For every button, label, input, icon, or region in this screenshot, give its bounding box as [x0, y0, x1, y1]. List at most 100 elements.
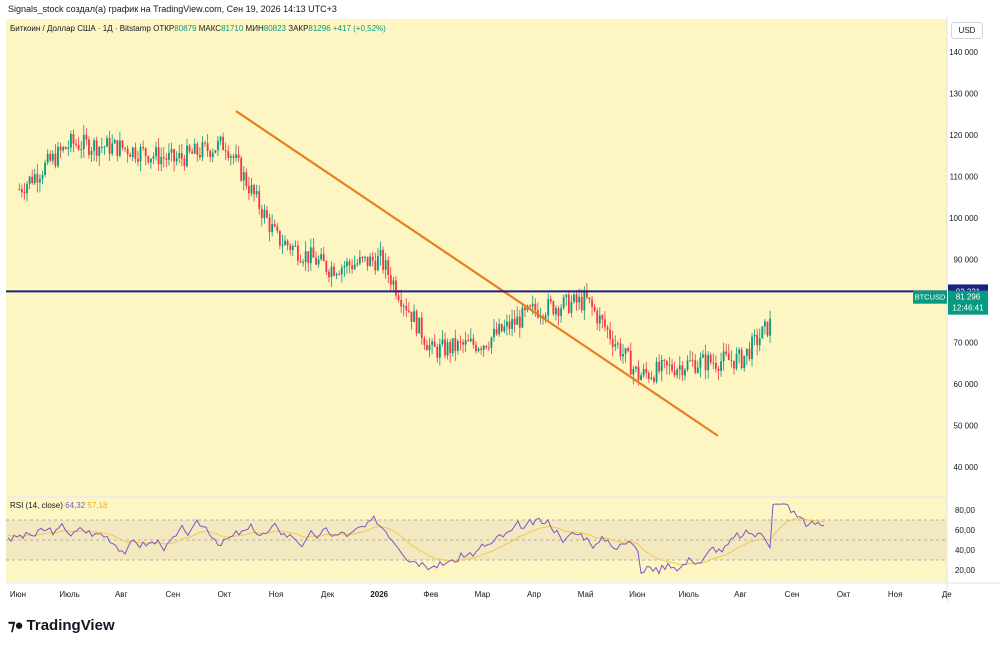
candle-body: [276, 226, 279, 231]
candle-body: [69, 133, 72, 148]
rsi-legend: RSI (14, close) 64,32 57,18: [10, 501, 107, 510]
candle-body: [51, 153, 54, 161]
chart-attribution: Signals_stock создал(а) график на Tradin…: [8, 4, 337, 14]
candle-body: [240, 158, 243, 181]
candle-body: [418, 317, 421, 334]
candle-body: [168, 152, 170, 160]
trendline[interactable]: [235, 110, 719, 437]
candle-body: [224, 150, 227, 152]
time-tick: Сен: [165, 590, 180, 599]
candle-body: [500, 324, 503, 332]
candle-body: [650, 377, 653, 379]
candle-body: [157, 147, 160, 165]
candle-body: [317, 259, 320, 265]
candle-body: [400, 300, 403, 307]
candle-body: [696, 367, 699, 373]
candle-body: [299, 260, 302, 263]
candle-body: [198, 154, 201, 158]
candle-body: [524, 307, 526, 311]
candle-body: [511, 319, 513, 329]
currency-button[interactable]: USD: [951, 22, 983, 39]
candle-body: [312, 247, 315, 258]
candle-body: [129, 154, 132, 157]
candle-body: [126, 148, 129, 155]
time-tick: Май: [578, 590, 594, 599]
candle-body: [152, 156, 155, 159]
candle-body: [712, 362, 715, 364]
candle-body: [689, 360, 691, 362]
countdown-tag: 12:46:41: [952, 304, 984, 313]
candle-body: [36, 174, 39, 183]
candle-body: [377, 255, 379, 271]
candle-body: [606, 327, 609, 330]
symbol-tag-bg: [913, 290, 947, 304]
candle-body: [204, 142, 206, 144]
candle-body: [353, 264, 356, 270]
price-tick: 60 000: [954, 380, 979, 389]
time-tick: Ноя: [888, 590, 903, 599]
candle-body: [333, 266, 335, 276]
candle-body: [407, 310, 410, 312]
candle-body: [725, 351, 728, 355]
candle-body: [245, 172, 248, 187]
candle-body: [108, 138, 111, 154]
candle-body: [106, 138, 108, 147]
candle-body: [516, 316, 519, 325]
candle-body: [320, 254, 323, 260]
candle-body: [100, 146, 103, 148]
candle-body: [495, 328, 498, 335]
trendline-group[interactable]: [235, 110, 719, 437]
candle-body: [560, 308, 562, 316]
candle-body: [155, 147, 157, 157]
candle-body: [266, 209, 268, 218]
candle-body: [601, 315, 604, 320]
rsi-ma-value: 57,18: [87, 501, 108, 510]
candle-body: [219, 136, 222, 141]
candle-body: [57, 146, 59, 166]
candle-body: [604, 319, 606, 328]
candle-body: [62, 147, 65, 151]
candle-body: [745, 348, 748, 356]
candle-body: [77, 144, 80, 150]
candle-body: [593, 306, 596, 311]
candle-body: [28, 176, 31, 185]
candle-body: [294, 245, 297, 247]
candle-body: [748, 348, 751, 359]
candle-body: [387, 260, 390, 276]
candle-body: [338, 274, 341, 276]
candle-body: [59, 146, 62, 151]
candle-body: [673, 370, 676, 376]
symbol-title: Биткоин / Доллар США · 1Д · Bitstamp: [10, 24, 151, 33]
candle-body: [637, 366, 640, 381]
candle-body: [173, 149, 175, 162]
candle-body: [681, 365, 684, 376]
candle-body: [193, 143, 196, 154]
candle-body: [268, 217, 271, 232]
candle-body: [395, 280, 397, 296]
candle-body: [756, 334, 759, 346]
candle-body: [397, 295, 400, 301]
candle-body: [23, 192, 26, 194]
open-label: ОТКР: [153, 24, 175, 33]
price-axis[interactable]: 140 000 130 000 120 000 110 000 100 000 90 00…: [949, 48, 978, 472]
candle-body: [302, 261, 304, 263]
price-tick: 100 000: [949, 214, 978, 223]
candle-body: [170, 149, 173, 153]
candle-body: [456, 341, 459, 351]
candle-body: [44, 162, 46, 175]
candle-body: [640, 375, 642, 381]
candle-body: [26, 184, 28, 194]
candle-body: [503, 326, 506, 332]
candle-body: [80, 149, 83, 151]
candle-body: [751, 336, 753, 359]
tradingview-logo[interactable]: ⁊● TradingView: [8, 616, 115, 635]
time-axis[interactable]: Июн Июль Авг Сен Окт Ноя Дек 2026 Фев Мар Апр Май Ию…: [10, 590, 952, 599]
candle-body: [255, 191, 258, 195]
rsi-tick: 20,00: [955, 566, 976, 575]
high-value: 81710: [221, 24, 244, 33]
candle-body: [392, 280, 395, 285]
candle-body: [433, 341, 436, 347]
